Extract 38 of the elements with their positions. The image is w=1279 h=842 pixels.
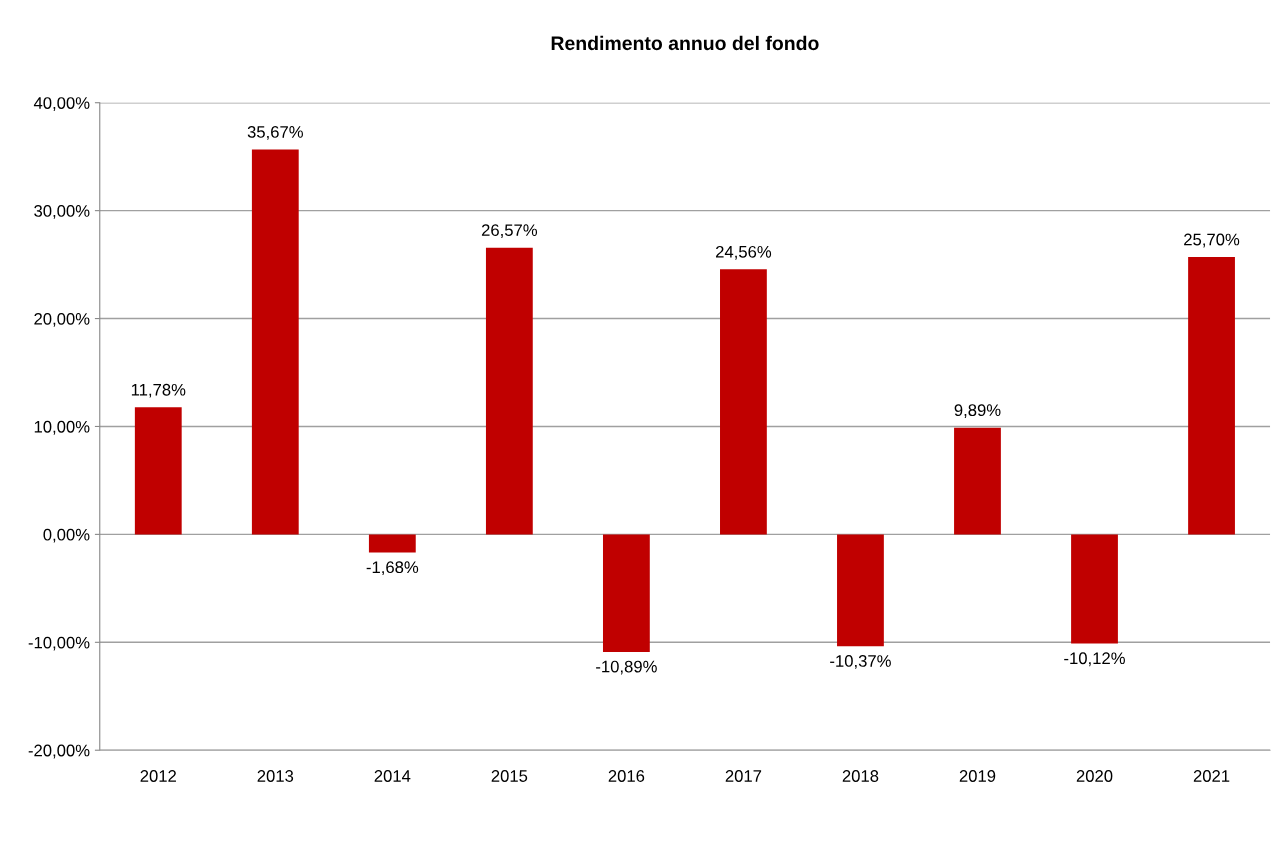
data-label: 35,67%	[247, 126, 303, 140]
x-tick-label: 2014	[374, 770, 411, 782]
x-tick-label: 2016	[608, 770, 645, 782]
x-tick-label: 2017	[725, 770, 762, 782]
bar	[134, 407, 182, 535]
y-tick-label: 30,00%	[34, 205, 90, 219]
data-label: -1,68%	[366, 561, 419, 576]
bar	[954, 427, 1001, 535]
data-label: 26,57%	[481, 224, 538, 238]
data-label: 25,70%	[1184, 233, 1240, 248]
bar	[837, 534, 884, 647]
x-tick-label: 2019	[959, 770, 996, 782]
data-label: -10,12%	[1064, 652, 1125, 667]
x-tick-label: 2015	[491, 770, 528, 782]
bar	[1188, 257, 1235, 535]
bar	[485, 247, 533, 535]
data-label: -10,37%	[830, 655, 891, 669]
data-label: 24,56%	[716, 245, 772, 260]
x-tick-label: 2013	[257, 770, 294, 782]
bar	[602, 534, 650, 652]
x-tick-label: 2018	[842, 770, 879, 782]
bar	[720, 269, 767, 535]
x-tick-label: 2021	[1193, 770, 1230, 782]
bar	[251, 149, 299, 535]
chart-title: Rendimento annuo del fondo	[551, 35, 819, 51]
y-tick-label: 10,00%	[34, 420, 90, 435]
y-tick-label: -10,00%	[28, 636, 90, 651]
x-tick-label: 2012	[140, 770, 176, 782]
y-tick-label: 40,00%	[33, 97, 90, 111]
x-tick-label: 2020	[1076, 770, 1113, 782]
data-label: 9,89%	[954, 404, 1001, 418]
data-label: 11,78%	[131, 383, 186, 398]
data-label: -10,89%	[596, 660, 657, 675]
bar	[1071, 534, 1118, 644]
y-tick-label: 0,00%	[43, 528, 90, 543]
y-tick-label: -20,00%	[28, 744, 90, 759]
y-tick-label: 20,00%	[34, 312, 90, 327]
bar	[368, 534, 416, 553]
